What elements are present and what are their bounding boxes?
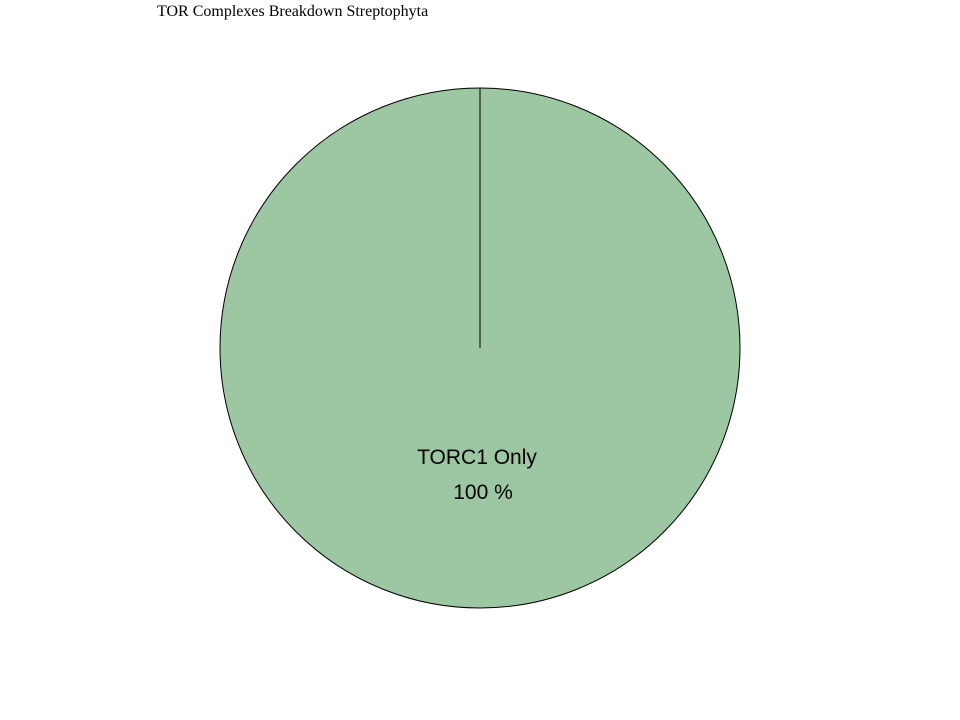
chart-title: TOR Complexes Breakdown Streptophyta — [157, 3, 428, 20]
pie-slices — [219, 87, 741, 609]
slice-percent-torc1-only: 100 % — [453, 481, 513, 504]
slice-label-torc1-only: TORC1 Only — [417, 446, 537, 469]
